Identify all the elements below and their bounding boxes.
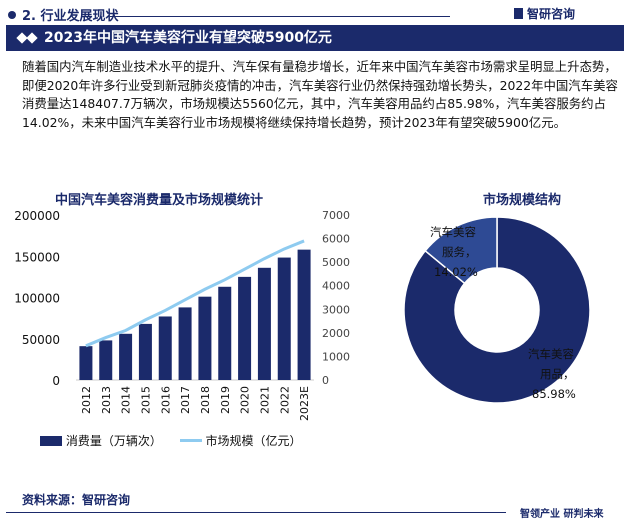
slogan: 智领产业 研判未来 xyxy=(520,509,604,520)
y-right-tick-label: 3000 xyxy=(322,303,350,316)
divider xyxy=(110,16,450,17)
market-size-line xyxy=(85,239,305,348)
brand-name: 智研咨询 xyxy=(527,7,576,21)
x-tick-label: 2018 xyxy=(199,386,212,414)
section-bullet-icon xyxy=(8,11,16,19)
bar xyxy=(79,346,93,380)
bar xyxy=(119,333,133,380)
y-left-tick-label: 50000 xyxy=(22,333,60,347)
pie-data-label: 服务， xyxy=(442,245,477,259)
pie-chart-title: 市场规模结构 xyxy=(483,193,562,208)
legend-bar-label: 消费量（万辆次） xyxy=(65,434,162,448)
x-tick-label: 2023E xyxy=(298,386,311,421)
y-left-tick-label: 0 xyxy=(52,374,60,388)
y-right-tick-label: 5000 xyxy=(322,256,350,269)
pie-slice xyxy=(424,216,498,285)
x-tick-label: 2013 xyxy=(100,386,113,414)
x-tick-label: 2016 xyxy=(159,386,172,414)
bar xyxy=(257,267,271,380)
banner-title: 2023年中国汽车美容行业有望突破5900亿元 xyxy=(44,30,332,46)
footer-divider xyxy=(6,512,506,513)
bar xyxy=(178,307,192,380)
section-title-text: 2. 行业发展现状 xyxy=(22,9,119,24)
y-right-tick-label: 4000 xyxy=(322,280,350,293)
bar-chart-title: 中国汽车美容消费量及市场规模统计 xyxy=(55,193,264,208)
legend-bar-swatch xyxy=(40,436,62,446)
source-note: 资料来源：智研咨询 xyxy=(22,493,131,507)
y-right-tick-label: 1000 xyxy=(322,350,350,363)
x-tick-label: 2015 xyxy=(139,386,152,414)
y-left-tick-label: 200000 xyxy=(14,209,60,223)
bar xyxy=(198,296,212,380)
bar xyxy=(218,286,232,380)
chart-area: 0 50000 100000 150000 200000 0 1000 2000 3000 400… xyxy=(14,209,591,421)
pie-data-label: 汽车美容 xyxy=(430,225,476,239)
description-paragraph: 随着国内汽车制造业技术水平的提升、汽车保有量稳步增长，近年来中国汽车美容市场需求… xyxy=(22,59,618,130)
pie-data-label: 14.02% xyxy=(434,265,478,279)
y-right-tick-label: 2000 xyxy=(322,327,350,340)
bar xyxy=(238,276,252,380)
x-tick-label: 2020 xyxy=(239,386,252,414)
bar xyxy=(277,257,291,380)
x-tick-label: 2017 xyxy=(179,386,192,414)
x-tick-label: 2021 xyxy=(258,386,271,414)
pie-data-label: 汽车美容 xyxy=(528,347,574,361)
chart-legend: 消费量（万辆次） 市场规模（亿元） xyxy=(40,432,302,449)
x-tick-label: 2019 xyxy=(219,386,232,414)
x-tick-label: 2014 xyxy=(120,386,133,414)
bar xyxy=(297,249,311,380)
y-right-tick-label: 0 xyxy=(322,374,329,387)
y-right-tick-label: 6000 xyxy=(322,233,350,246)
section-title: 2. 行业发展现状 xyxy=(8,5,119,24)
logo-icon xyxy=(514,8,523,19)
banner: 2023年中国汽车美容行业有望突破5900亿元 xyxy=(6,25,624,51)
brand-logo: 智研咨询 xyxy=(514,5,575,22)
y-left-tick-label: 150000 xyxy=(14,250,60,264)
legend-line-label: 市场规模（亿元） xyxy=(205,434,302,448)
pie-data-label: 用品， xyxy=(540,367,575,381)
x-tick-label: 2022 xyxy=(278,386,291,414)
legend-line-swatch xyxy=(179,439,202,442)
bar xyxy=(138,323,152,380)
y-left-tick-label: 100000 xyxy=(14,292,60,306)
bar xyxy=(99,340,113,380)
bar xyxy=(158,316,172,380)
pie-slice xyxy=(403,216,591,404)
pie-data-label: 85.98% xyxy=(532,387,576,401)
y-right-tick-label: 7000 xyxy=(322,209,350,222)
x-tick-label: 2012 xyxy=(80,386,93,414)
